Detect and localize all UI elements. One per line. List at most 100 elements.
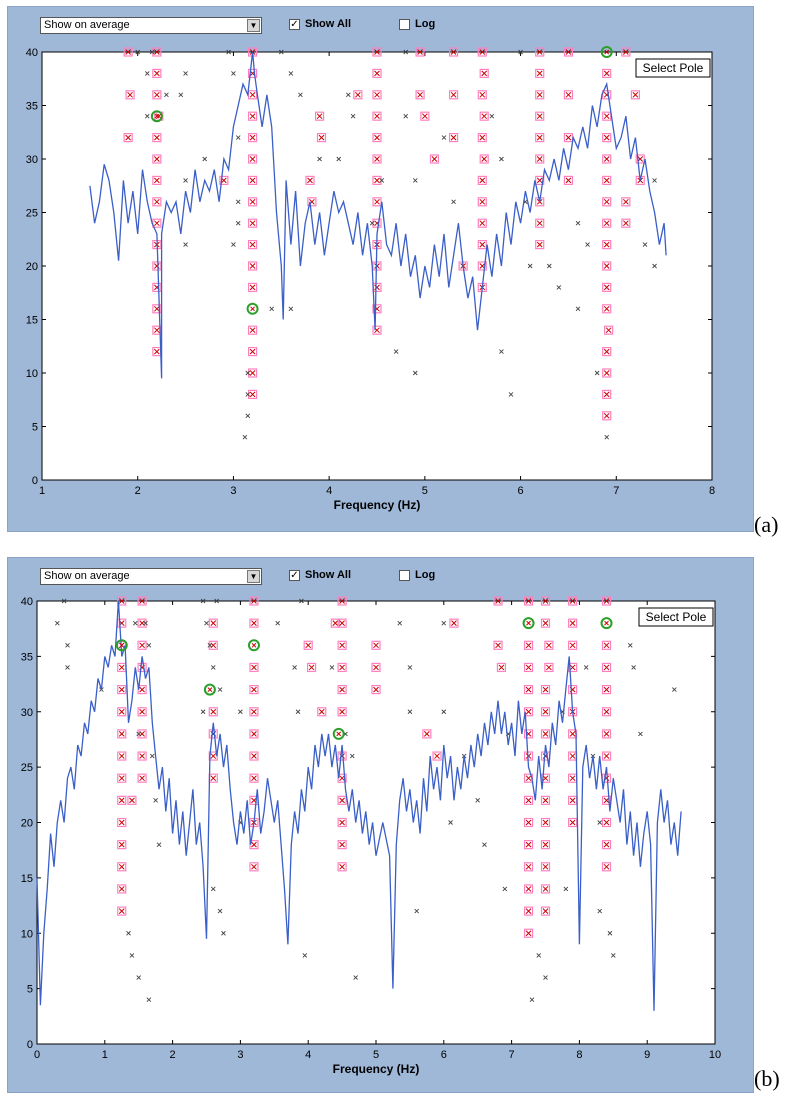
stable-pole-box bbox=[117, 884, 127, 894]
stable-pole-cross bbox=[249, 177, 256, 184]
stable-pole-box bbox=[448, 132, 459, 143]
stable-pole-cross bbox=[154, 327, 160, 334]
stable-pole-box bbox=[535, 240, 545, 250]
stable-pole-marker bbox=[604, 325, 614, 335]
stable-pole-box bbox=[535, 47, 545, 57]
unstable-pole-marker bbox=[183, 71, 188, 76]
unstable-pole-marker bbox=[407, 709, 413, 715]
unstable-pole-marker bbox=[183, 178, 188, 183]
selected-pole-cross bbox=[336, 731, 342, 737]
stable-pole-box bbox=[372, 325, 382, 335]
stable-pole-marker bbox=[602, 218, 612, 228]
chevron-down-icon[interactable]: ▼ bbox=[247, 570, 260, 583]
stable-pole-box bbox=[601, 662, 612, 673]
chevron-down-icon[interactable]: ▼ bbox=[247, 19, 260, 32]
stable-pole-box bbox=[601, 596, 612, 606]
stable-pole-box bbox=[602, 347, 612, 357]
stable-pole-marker bbox=[247, 197, 258, 207]
stable-pole-box bbox=[337, 795, 347, 805]
stable-pole-marker bbox=[330, 618, 340, 628]
x-tick-label: 1 bbox=[39, 485, 45, 497]
stable-pole-marker bbox=[523, 840, 534, 850]
unstable-pole-marker bbox=[288, 71, 294, 76]
stable-pole-box bbox=[117, 817, 127, 828]
show-all-checkbox[interactable]: ✓ bbox=[289, 19, 300, 30]
stable-pole-marker bbox=[117, 751, 127, 761]
stable-pole-marker bbox=[568, 618, 578, 628]
stable-pole-cross bbox=[632, 91, 639, 98]
stable-pole-box bbox=[635, 154, 645, 164]
unstable-pole-marker bbox=[238, 709, 243, 715]
stable-pole-box bbox=[372, 154, 382, 164]
stable-pole-cross bbox=[451, 620, 457, 627]
stable-pole-cross bbox=[603, 348, 610, 355]
stable-pole-marker bbox=[544, 662, 554, 673]
unstable-pole-marker bbox=[55, 620, 60, 626]
select-pole-button[interactable]: Select Pole bbox=[635, 58, 711, 78]
selected-pole-cross bbox=[154, 113, 160, 119]
stable-pole-cross bbox=[118, 708, 125, 715]
stable-pole-marker bbox=[540, 596, 551, 606]
unstable-pole-marker bbox=[353, 975, 358, 980]
stable-pole-marker bbox=[563, 132, 574, 143]
x-tick-label: 6 bbox=[441, 1049, 447, 1061]
stable-pole-marker bbox=[152, 90, 162, 100]
unstable-pole-marker bbox=[269, 306, 275, 312]
stable-pole-box bbox=[247, 368, 258, 378]
show-all-checkbox[interactable]: ✓ bbox=[289, 570, 300, 581]
selected-pole-cross bbox=[604, 49, 610, 55]
display-mode-dropdown[interactable]: Show on average ▼ bbox=[40, 17, 262, 34]
stable-pole-box bbox=[523, 729, 534, 739]
stable-pole-cross bbox=[316, 113, 323, 120]
stable-pole-box bbox=[621, 218, 631, 228]
stable-pole-box bbox=[540, 840, 551, 850]
stable-pole-cross bbox=[210, 708, 217, 715]
stable-pole-marker bbox=[137, 773, 147, 783]
stable-pole-cross bbox=[479, 91, 486, 98]
select-pole-button[interactable]: Select Pole bbox=[638, 607, 714, 627]
stable-pole-box bbox=[208, 729, 218, 739]
stable-pole-cross bbox=[536, 241, 543, 248]
stable-pole-box bbox=[117, 684, 127, 695]
stable-pole-box bbox=[371, 640, 381, 650]
stable-pole-box bbox=[602, 304, 612, 314]
stable-pole-box bbox=[372, 90, 382, 100]
stable-pole-marker bbox=[477, 47, 487, 57]
stable-pole-cross bbox=[251, 753, 257, 759]
stable-pole-cross bbox=[417, 91, 423, 98]
unstable-pole-marker bbox=[575, 220, 581, 226]
selected-pole-circle bbox=[332, 727, 345, 740]
stable-pole-box bbox=[544, 640, 554, 650]
stable-pole-box bbox=[602, 218, 612, 228]
stabilization-diagram-a[interactable]: 0 5 10 15 20 25 30 35 40 1 2 3 4 5 6 7 8 Frequency (Hz) Se… bbox=[8, 7, 753, 531]
y-tick-label: 20 bbox=[21, 818, 33, 830]
stable-pole-marker bbox=[601, 662, 612, 673]
stable-pole-cross bbox=[339, 686, 345, 693]
display-mode-dropdown[interactable]: Show on average ▼ bbox=[40, 568, 262, 585]
stable-pole-box bbox=[117, 795, 127, 805]
selected-pole-circle bbox=[522, 617, 535, 630]
stable-pole-box bbox=[535, 111, 545, 121]
stable-pole-cross bbox=[374, 49, 380, 55]
stable-pole-marker bbox=[247, 90, 258, 100]
log-checkbox[interactable] bbox=[399, 570, 410, 581]
stable-pole-marker bbox=[535, 90, 545, 100]
stable-pole-box bbox=[372, 132, 382, 143]
stable-pole-cross bbox=[374, 156, 380, 162]
stable-pole-box bbox=[477, 90, 487, 100]
show-all-label: Show All bbox=[305, 569, 352, 581]
stable-pole-box bbox=[249, 773, 259, 783]
stable-pole-box bbox=[523, 662, 534, 673]
log-checkbox[interactable] bbox=[399, 19, 410, 30]
stable-pole-box bbox=[602, 240, 612, 250]
stable-pole-box bbox=[479, 68, 489, 79]
dropdown-value: Show on average bbox=[44, 19, 130, 31]
stable-pole-box bbox=[448, 47, 459, 57]
stabilization-diagram-b[interactable]: 0 5 10 15 20 25 30 35 40 0 1 2 3 4 5 6 7 8 9 10 Frequency (H… bbox=[8, 558, 753, 1092]
unstable-pole-marker bbox=[350, 113, 356, 119]
stable-pole-marker bbox=[249, 596, 259, 606]
stable-pole-marker bbox=[568, 640, 578, 650]
stable-pole-box bbox=[535, 218, 545, 228]
selected-pole-circle bbox=[600, 617, 613, 630]
unstable-pole-marker bbox=[245, 392, 251, 397]
